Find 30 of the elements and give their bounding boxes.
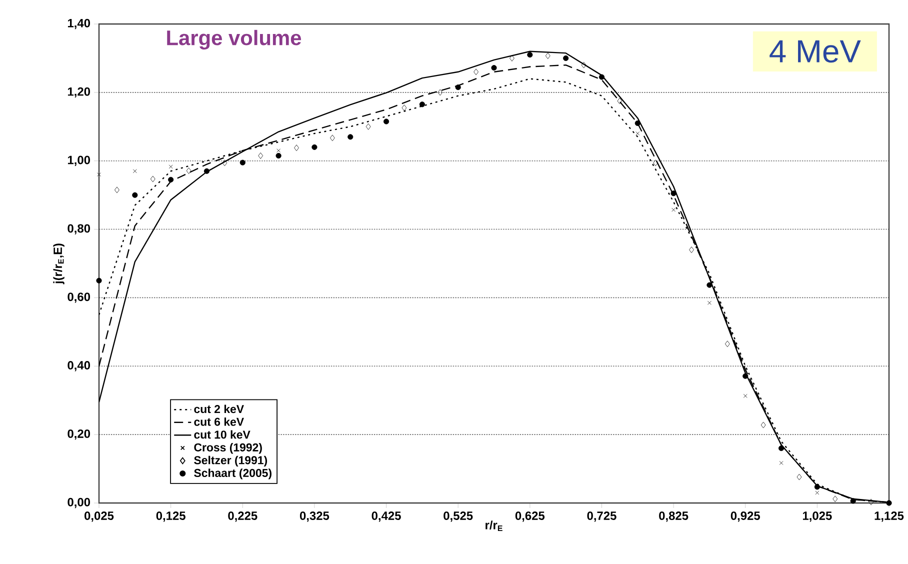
legend-label: cut 10 keV (194, 430, 250, 439)
legend-label: cut 6 keV (194, 417, 244, 426)
x-tick-label: 1,025 (802, 512, 832, 522)
legend-label: Seltzer (1991) (194, 456, 268, 467)
y-axis-title: j(r/r$_{E}$,E) (53, 244, 64, 284)
x-axis-title: r/r$_{E}$ (486, 520, 502, 532)
annotation: Large volume (167, 30, 302, 50)
y-tick-label: 0,80 (68, 224, 90, 234)
y-tick-label: 0,40 (68, 361, 90, 372)
y-tick-label: 0,20 (68, 429, 90, 440)
y-tick-label: 0,00 (68, 498, 90, 508)
x-tick-label: 1,125 (874, 512, 904, 522)
y-tick-label: 1,40 (68, 18, 90, 30)
legend-label: Cross (1992) (194, 443, 262, 454)
x-tick-label: 0,925 (730, 512, 760, 522)
legend-label: Schaart (2005) (194, 468, 272, 480)
annotation: 4 MeV (770, 40, 861, 63)
x-tick-label: 0,025 (84, 512, 114, 522)
x-tick-label: 0,425 (372, 512, 401, 522)
x-tick-label: 0,525 (444, 512, 473, 522)
legend-label: cut 2 keV (194, 404, 244, 414)
x-tick-label: 0,625 (515, 512, 545, 522)
y-tick-label: 0,60 (68, 292, 90, 303)
x-tick-label: 0,725 (587, 512, 616, 522)
y-tick-label: 1,00 (68, 156, 90, 166)
x-tick-label: 0,225 (228, 512, 258, 522)
x-tick-label: 0,825 (659, 512, 688, 522)
y-tick-label: 1,20 (68, 87, 90, 98)
x-tick-label: 0,325 (300, 512, 330, 522)
x-tick-label: 0,125 (156, 512, 186, 522)
